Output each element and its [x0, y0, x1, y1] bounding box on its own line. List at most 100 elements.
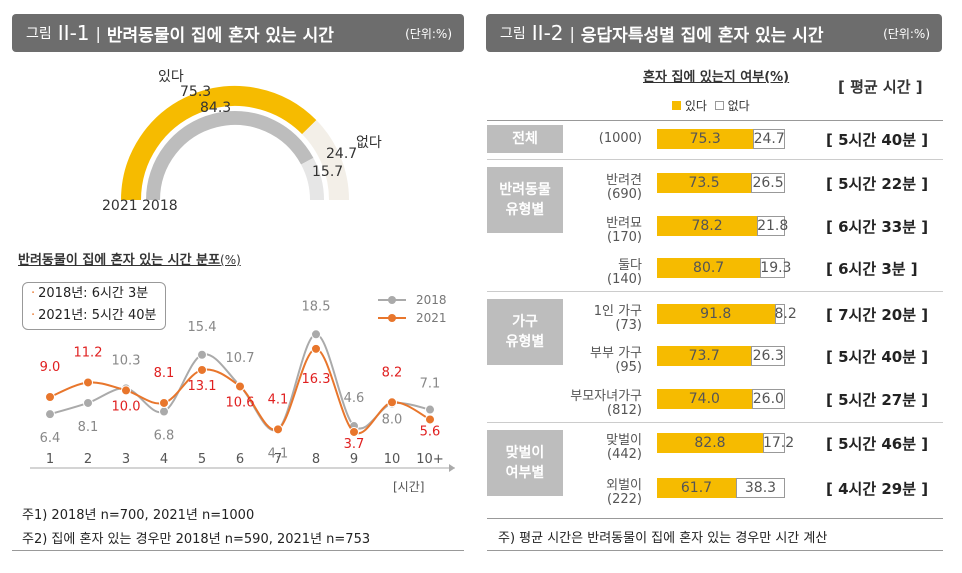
- row-count-반려묘: (170): [607, 230, 642, 245]
- donut-arc-yes-2018: [146, 111, 314, 201]
- right-bottom-rule: [487, 518, 943, 519]
- group-label-3: 맞벌이 여부별: [487, 430, 563, 496]
- x-tick-7: 7: [274, 452, 282, 467]
- point-2021-8: [311, 343, 321, 354]
- bar-no-3-1: [735, 478, 785, 498]
- bar-no-value-3-0: 17.2: [762, 435, 795, 451]
- right-note: 주) 평균 시간은 반려동물이 집에 혼자 있는 경우만 시간 계산: [498, 531, 828, 546]
- legend-yes-swatch: [672, 101, 681, 110]
- x-tick-8: 8: [312, 452, 320, 467]
- average-time-1-1: [ 6시간 33분 ]: [826, 218, 929, 236]
- group-label-0: 전체: [487, 125, 563, 153]
- bar-no-value-1-0: 26.5: [752, 175, 784, 191]
- point-2018-2: [83, 397, 93, 408]
- bar-yes-1-0: [657, 173, 752, 193]
- data-label-2018-2: 8.1: [78, 420, 99, 435]
- row-label-반려견: 반려견: [606, 173, 642, 188]
- data-label-2018-10+: 7.1: [420, 377, 441, 392]
- point-2021-5: [197, 364, 207, 375]
- data-label-2021-9: 3.7: [344, 437, 365, 452]
- data-label-2021-10+: 5.6: [420, 424, 441, 439]
- bar-no-1-2: [760, 258, 785, 278]
- legend-yes-label: 있다: [684, 99, 707, 113]
- left-bottom-rule: [12, 550, 464, 551]
- data-label-2021-3: 10.0: [112, 399, 141, 414]
- data-label-2021-4: 8.1: [154, 366, 175, 381]
- left-figure-title: 반려동물이 집에 혼자 있는 시간: [106, 25, 334, 46]
- point-2021-10: [387, 397, 397, 408]
- bar-no-value-2-0: 8.2: [774, 306, 797, 322]
- row-count-부모자녀가구: (812): [607, 403, 642, 418]
- legend-no-label: 없다: [727, 99, 750, 113]
- bar-no-value-0-0: 24.7: [753, 131, 785, 147]
- point-2018-1: [45, 409, 55, 420]
- bar-yes-value-0-0: 75.3: [689, 131, 721, 147]
- bar-no-value-2-1: 26.3: [752, 348, 784, 364]
- point-2021-10+: [425, 414, 435, 425]
- point-2021-9: [349, 426, 359, 437]
- average-time-2-0: [ 7시간 20분 ]: [826, 306, 929, 324]
- group-separator-2: [487, 291, 943, 292]
- x-axis-arrow: [449, 464, 455, 472]
- average-time-3-0: [ 5시간 46분 ]: [826, 435, 929, 453]
- data-label-2018-5: 15.4: [188, 320, 217, 335]
- row-label-1인 가구: 1인 가구: [593, 304, 642, 319]
- point-2018-10+: [425, 404, 435, 415]
- row-count-둘다: (140): [607, 272, 642, 287]
- semi-donut-chart: [121, 86, 349, 201]
- x-tick-10: 10: [384, 452, 401, 467]
- average-time-2-2: [ 5시간 27분 ]: [826, 391, 929, 409]
- left-figure-header: 그림 II-1 | 반려동물이 집에 혼자 있는 시간 (단위:%): [12, 14, 464, 52]
- row-count-맞벌이: (442): [607, 447, 642, 462]
- bar-yes-value-1-2: 80.7: [693, 260, 725, 276]
- x-tick-6: 6: [236, 452, 244, 467]
- right-end-rule: [487, 550, 943, 551]
- donut-value-2018-yes: 84.3: [200, 100, 232, 116]
- right-figure-title: 응답자특성별 집에 혼자 있는 시간: [580, 25, 824, 46]
- bar-yes-0-0: [657, 129, 754, 149]
- data-label-2021-1: 9.0: [40, 360, 61, 375]
- distribution-title-text: 반려동물이 집에 혼자 있는 시간 분포: [18, 253, 221, 268]
- group-separator-1: [487, 159, 943, 160]
- legend-label-2018: 2018: [416, 293, 447, 307]
- data-label-2018-9: 4.6: [344, 391, 365, 406]
- bar-yes-value-3-0: 82.8: [694, 435, 726, 451]
- group-label-1: 반려동물 유형별: [487, 167, 563, 233]
- row-label-외벌이: 외벌이: [606, 478, 642, 493]
- point-2021-7: [273, 424, 283, 435]
- data-label-2018-7: 4.1: [268, 446, 289, 461]
- data-label-2021-8: 16.3: [302, 372, 331, 387]
- legend-dot-2021: [388, 314, 396, 322]
- donut-year-2021: 2021: [102, 198, 138, 214]
- x-tick-9: 9: [350, 452, 358, 467]
- left-figure-label: 그림: [26, 26, 52, 42]
- row-count-1인 가구: (73): [615, 318, 642, 333]
- row-count-반려견: (690): [607, 187, 642, 202]
- point-2021-4: [159, 397, 169, 408]
- x-tick-5: 5: [198, 452, 206, 467]
- left-note-1: 주1) 2018년 n=700, 2021년 n=1000: [22, 508, 255, 523]
- left-note-2: 주2) 집에 혼자 있는 경우만 2018년 n=590, 2021년 n=75…: [22, 532, 371, 547]
- group-separator-3: [487, 422, 943, 423]
- x-axis-unit: [시간]: [393, 480, 425, 494]
- average-time-0-0: [ 5시간 40분 ]: [826, 131, 929, 149]
- donut-arc-no-2021: [301, 120, 349, 201]
- bar-yes-value-1-1: 78.2: [691, 218, 723, 234]
- point-2021-6: [235, 381, 245, 392]
- legend-dot-2018: [388, 296, 396, 304]
- right-figure-header: 그림 II-2 | 응답자특성별 집에 혼자 있는 시간 (단위:%): [486, 14, 942, 52]
- row-label-맞벌이: 맞벌이: [606, 433, 642, 448]
- x-tick-1: 1: [46, 452, 54, 467]
- right-figure-number: II-2: [531, 21, 564, 45]
- bar-yes-1-2: [657, 258, 761, 278]
- distribution-title: 반려동물이 집에 혼자 있는 시간 분포(%): [18, 249, 241, 268]
- bar-yes-value-3-1: 61.7: [680, 480, 713, 496]
- bar-yes-1-1: [657, 216, 758, 236]
- bar-no-3-0: [762, 433, 785, 453]
- bar-yes-value-2-0: 91.8: [700, 306, 732, 322]
- data-label-2021-6: 10.6: [226, 395, 255, 410]
- data-label-2021-10: 8.2: [382, 365, 403, 380]
- average-time-title: [ 평균 시간 ]: [838, 78, 923, 96]
- data-label-2018-8: 18.5: [302, 299, 331, 314]
- bar-yes-3-0: [657, 433, 763, 453]
